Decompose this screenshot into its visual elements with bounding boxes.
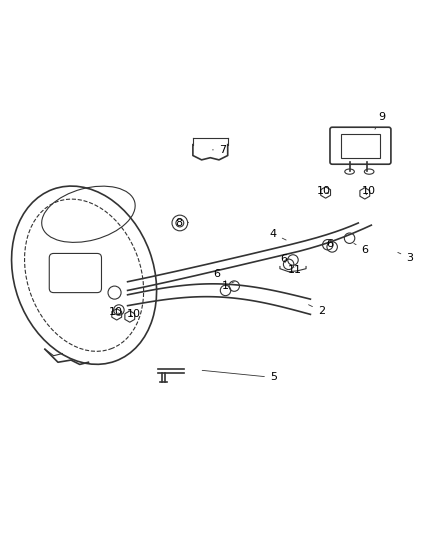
Text: 5: 5	[202, 370, 277, 383]
Text: 4: 4	[270, 229, 286, 240]
Text: 7: 7	[212, 145, 226, 155]
Text: 10: 10	[317, 186, 331, 196]
Text: 6: 6	[323, 239, 333, 249]
Text: 6: 6	[354, 244, 368, 255]
Text: 6: 6	[280, 254, 287, 264]
Text: 6: 6	[213, 269, 226, 280]
Text: 2: 2	[308, 305, 325, 316]
Text: 1: 1	[222, 281, 234, 291]
Text: 3: 3	[398, 253, 413, 263]
Text: 10: 10	[127, 309, 141, 319]
Text: 10: 10	[109, 307, 122, 317]
Bar	[341, 134, 380, 158]
Text: 8: 8	[175, 217, 188, 228]
Text: 10: 10	[362, 186, 376, 196]
Text: 11: 11	[288, 265, 302, 275]
Text: 9: 9	[375, 112, 386, 129]
